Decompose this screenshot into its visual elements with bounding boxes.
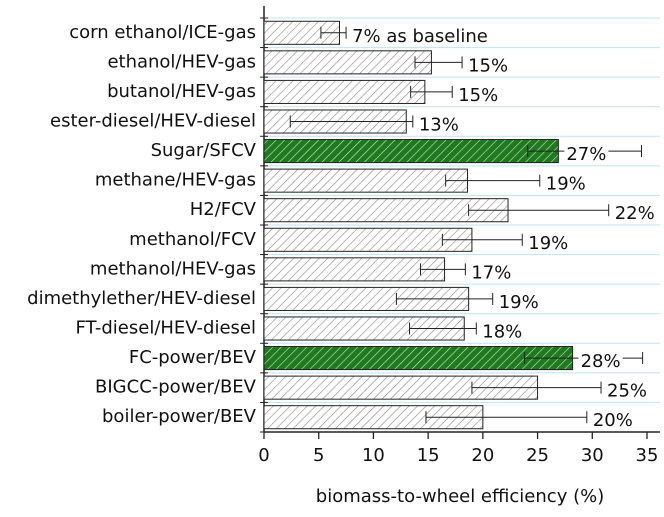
y-tick-label: BIGCC-power/BEV	[95, 377, 257, 398]
y-tick-label: dimethylether/HEV-diesel	[27, 288, 256, 309]
value-label: 13%	[419, 115, 459, 136]
x-tick-label: 15	[417, 445, 440, 466]
value-label: 27%	[566, 144, 606, 165]
bar	[263, 139, 559, 164]
value-label: 28%	[581, 351, 621, 372]
bar	[263, 168, 469, 193]
x-tick-label: 0	[258, 445, 269, 466]
x-tick-label: 35	[636, 445, 659, 466]
x-tick-label: 5	[313, 445, 324, 466]
y-tick-label: ethanol/HEV-gas	[107, 51, 256, 72]
bar	[263, 227, 473, 252]
value-label: 20%	[593, 410, 633, 431]
value-label: 19%	[528, 233, 568, 254]
value-label: 25%	[607, 381, 647, 402]
y-tick-label: boiler-power/BEV	[102, 406, 257, 427]
y-tick-label: corn ethanol/ICE-gas	[69, 22, 256, 43]
bar	[263, 79, 426, 104]
value-label: 7% as baseline	[352, 26, 488, 47]
x-tick-label: 25	[526, 445, 549, 466]
x-axis-label: biomass-to-wheel efficiency (%)	[316, 486, 604, 507]
bar	[263, 257, 446, 282]
value-label: 22%	[615, 203, 655, 224]
y-tick-label: butanol/HEV-gas	[107, 81, 256, 102]
y-tick-label: methane/HEV-gas	[95, 170, 256, 191]
value-label: 15%	[468, 55, 508, 76]
value-label: 17%	[471, 262, 511, 283]
x-tick-label: 20	[471, 445, 494, 466]
y-tick-label: methanol/HEV-gas	[90, 258, 256, 279]
y-tick-label: ester-diesel/HEV-diesel	[50, 111, 256, 132]
y-tick-label: Sugar/SFCV	[151, 140, 257, 161]
value-label: 19%	[546, 174, 586, 195]
y-tick-label: FC-power/BEV	[129, 347, 257, 368]
bar	[263, 50, 432, 75]
x-tick-label: 30	[581, 445, 604, 466]
value-label: 15%	[458, 85, 498, 106]
y-tick-label: H2/FCV	[190, 199, 257, 220]
value-label: 18%	[482, 322, 522, 343]
value-label: 19%	[499, 292, 539, 313]
y-tick-label: methanol/FCV	[129, 229, 257, 250]
y-tick-label: FT-diesel/HEV-diesel	[75, 318, 256, 339]
x-tick-label: 10	[362, 445, 385, 466]
